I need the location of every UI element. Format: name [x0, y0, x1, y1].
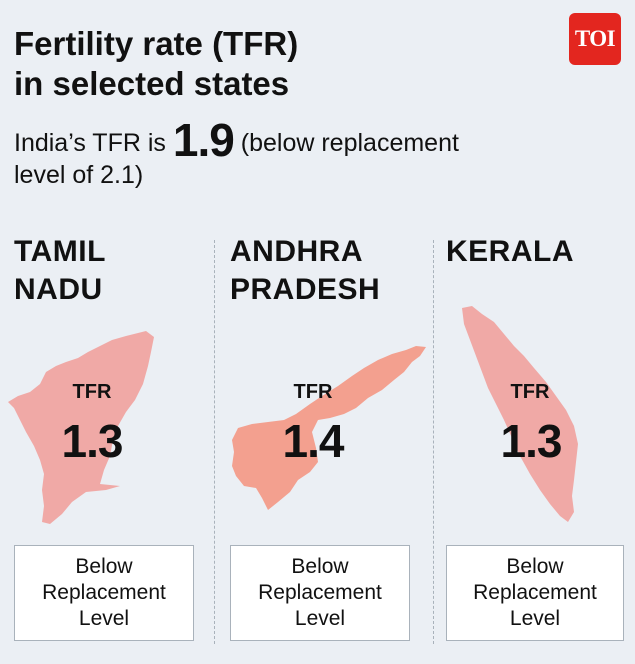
tfr-label-kerala: TFR	[510, 381, 550, 403]
state-name-line-1: KERALA	[446, 235, 574, 268]
chart-title: Fertility rate (TFR) in selected states	[14, 24, 298, 104]
status-box-kerala: Below Replacement Level	[446, 545, 624, 641]
state-name-line-2: NADU	[14, 273, 103, 306]
title-line-2: in selected states	[14, 65, 290, 102]
national-tfr-value: 1.9	[172, 114, 235, 166]
state-name-kerala: KERALA	[446, 233, 574, 271]
title-line-1: Fertility rate (TFR)	[14, 25, 299, 62]
state-name-andhra-pradesh: ANDHRA PRADESH	[230, 233, 380, 309]
state-name-line-1: ANDHRA	[230, 235, 363, 268]
state-name-tamil-nadu: TAMIL NADU	[14, 233, 106, 309]
subtitle-prefix: India’s TFR is	[14, 129, 173, 157]
status-text: Below Replacement Level	[473, 555, 597, 630]
tfr-value-tamil-nadu: 1.3	[61, 415, 124, 467]
andhra-pradesh-map	[232, 346, 426, 510]
tamil-nadu-map	[8, 331, 154, 524]
subtitle-suffix: (below replacement level of 2.1)	[14, 129, 459, 189]
state-name-line-1: TAMIL	[14, 235, 106, 268]
status-box-tamil-nadu: Below Replacement Level	[14, 545, 194, 641]
tfr-label-tamil-nadu: TFR	[72, 381, 112, 403]
status-text: Below Replacement Level	[42, 555, 166, 630]
status-text: Below Replacement Level	[258, 555, 382, 630]
national-tfr-note: India’s TFR is 1.9 (below replacement le…	[14, 117, 474, 191]
column-divider-1	[214, 240, 215, 644]
toi-logo: TOI	[569, 13, 621, 65]
tfr-value-kerala: 1.3	[500, 415, 563, 467]
kerala-map	[462, 306, 578, 522]
tfr-label-andhra-pradesh: TFR	[293, 381, 333, 403]
status-box-andhra-pradesh: Below Replacement Level	[230, 545, 410, 641]
tfr-value-andhra-pradesh: 1.4	[282, 415, 345, 467]
state-name-line-2: PRADESH	[230, 273, 381, 306]
column-divider-2	[433, 240, 434, 644]
